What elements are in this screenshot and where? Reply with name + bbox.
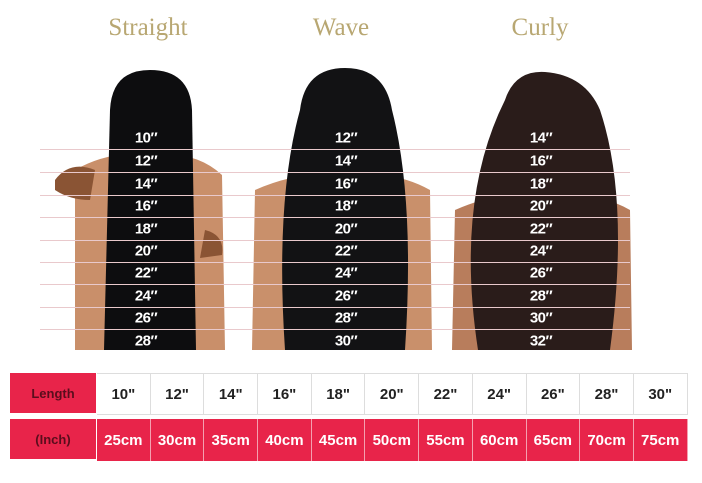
length-label: 32″ <box>529 332 553 350</box>
length-label: 28″ <box>529 287 553 305</box>
length-line <box>40 149 630 150</box>
length-label: 22″ <box>334 242 358 260</box>
inch-cell: 28" <box>580 373 634 415</box>
length-line <box>40 329 630 330</box>
inch-cell: 22" <box>419 373 473 415</box>
length-label: 22″ <box>529 220 553 238</box>
cm-cell: 65cm <box>526 419 581 461</box>
length-label: 26″ <box>134 309 158 327</box>
inch-cell: 24" <box>472 373 527 415</box>
length-label: 24″ <box>334 264 358 282</box>
cm-row: (Inch) 25cm 30cm 35cm 40cm 45cm 50cm 55cm 60cm 6… <box>10 419 688 461</box>
inch-cell: 14" <box>204 373 259 415</box>
straight-hair-model <box>55 70 225 350</box>
cm-cell: 25cm <box>97 419 151 461</box>
length-label: 24″ <box>134 287 158 305</box>
length-line <box>40 195 630 196</box>
length-label: 18″ <box>334 197 358 215</box>
length-label: 30″ <box>529 309 553 327</box>
length-label: 24″ <box>529 242 553 260</box>
title-curly: Curly <box>511 14 569 41</box>
length-table: Length 10" 12" 14" 16" 18" 20" 22" 24" 26" 28" 30"… <box>10 373 688 461</box>
inch-cell: 30" <box>633 373 688 415</box>
length-label: 26″ <box>529 264 553 282</box>
length-label: 14″ <box>334 152 358 170</box>
cm-cell: 40cm <box>258 419 312 461</box>
inch-cell: 26" <box>526 373 581 415</box>
length-label: 12″ <box>134 152 158 170</box>
length-label: 10″ <box>134 129 158 147</box>
length-label: 16″ <box>134 197 158 215</box>
cm-cell: 35cm <box>204 419 259 461</box>
length-label: 28″ <box>334 309 358 327</box>
hair-illustrations <box>55 68 632 350</box>
title-wave: Wave <box>312 14 370 41</box>
length-label: 12″ <box>334 129 358 147</box>
cm-cell: 50cm <box>365 419 420 461</box>
length-label: 26″ <box>334 287 358 305</box>
length-label: 14″ <box>134 175 158 193</box>
cm-cell: 75cm <box>633 419 688 461</box>
length-line <box>40 240 630 241</box>
cm-cell: 55cm <box>419 419 473 461</box>
inch-header: (Inch) <box>10 419 96 459</box>
curly-hair-model <box>452 71 632 350</box>
length-label: 18″ <box>134 220 158 238</box>
length-line <box>40 262 630 263</box>
cm-cell: 70cm <box>580 419 634 461</box>
cm-cell: 45cm <box>311 419 366 461</box>
length-label: 16″ <box>529 152 553 170</box>
length-label: 16″ <box>334 175 358 193</box>
length-label: 22″ <box>134 264 158 282</box>
title-straight: Straight <box>108 14 188 41</box>
length-line <box>40 217 630 218</box>
inch-cell: 20" <box>365 373 420 415</box>
length-label: 30″ <box>334 332 358 350</box>
cm-cell: 60cm <box>472 419 527 461</box>
length-label: 14″ <box>529 129 553 147</box>
inch-cell: 18" <box>311 373 366 415</box>
cm-cell: 30cm <box>150 419 205 461</box>
inch-cell: 16" <box>258 373 312 415</box>
length-label: 20″ <box>529 197 553 215</box>
inch-cell: 10" <box>97 373 151 415</box>
length-label: 20″ <box>134 242 158 260</box>
length-label: 20″ <box>334 220 358 238</box>
inch-row: Length 10" 12" 14" 16" 18" 20" 22" 24" 26" 28" 30" <box>10 373 688 415</box>
inch-cell: 12" <box>150 373 205 415</box>
length-header: Length <box>10 373 96 413</box>
length-label: 18″ <box>529 175 553 193</box>
length-line <box>40 307 630 308</box>
length-line <box>40 284 630 285</box>
length-label: 28″ <box>134 332 158 350</box>
length-line <box>40 172 630 173</box>
